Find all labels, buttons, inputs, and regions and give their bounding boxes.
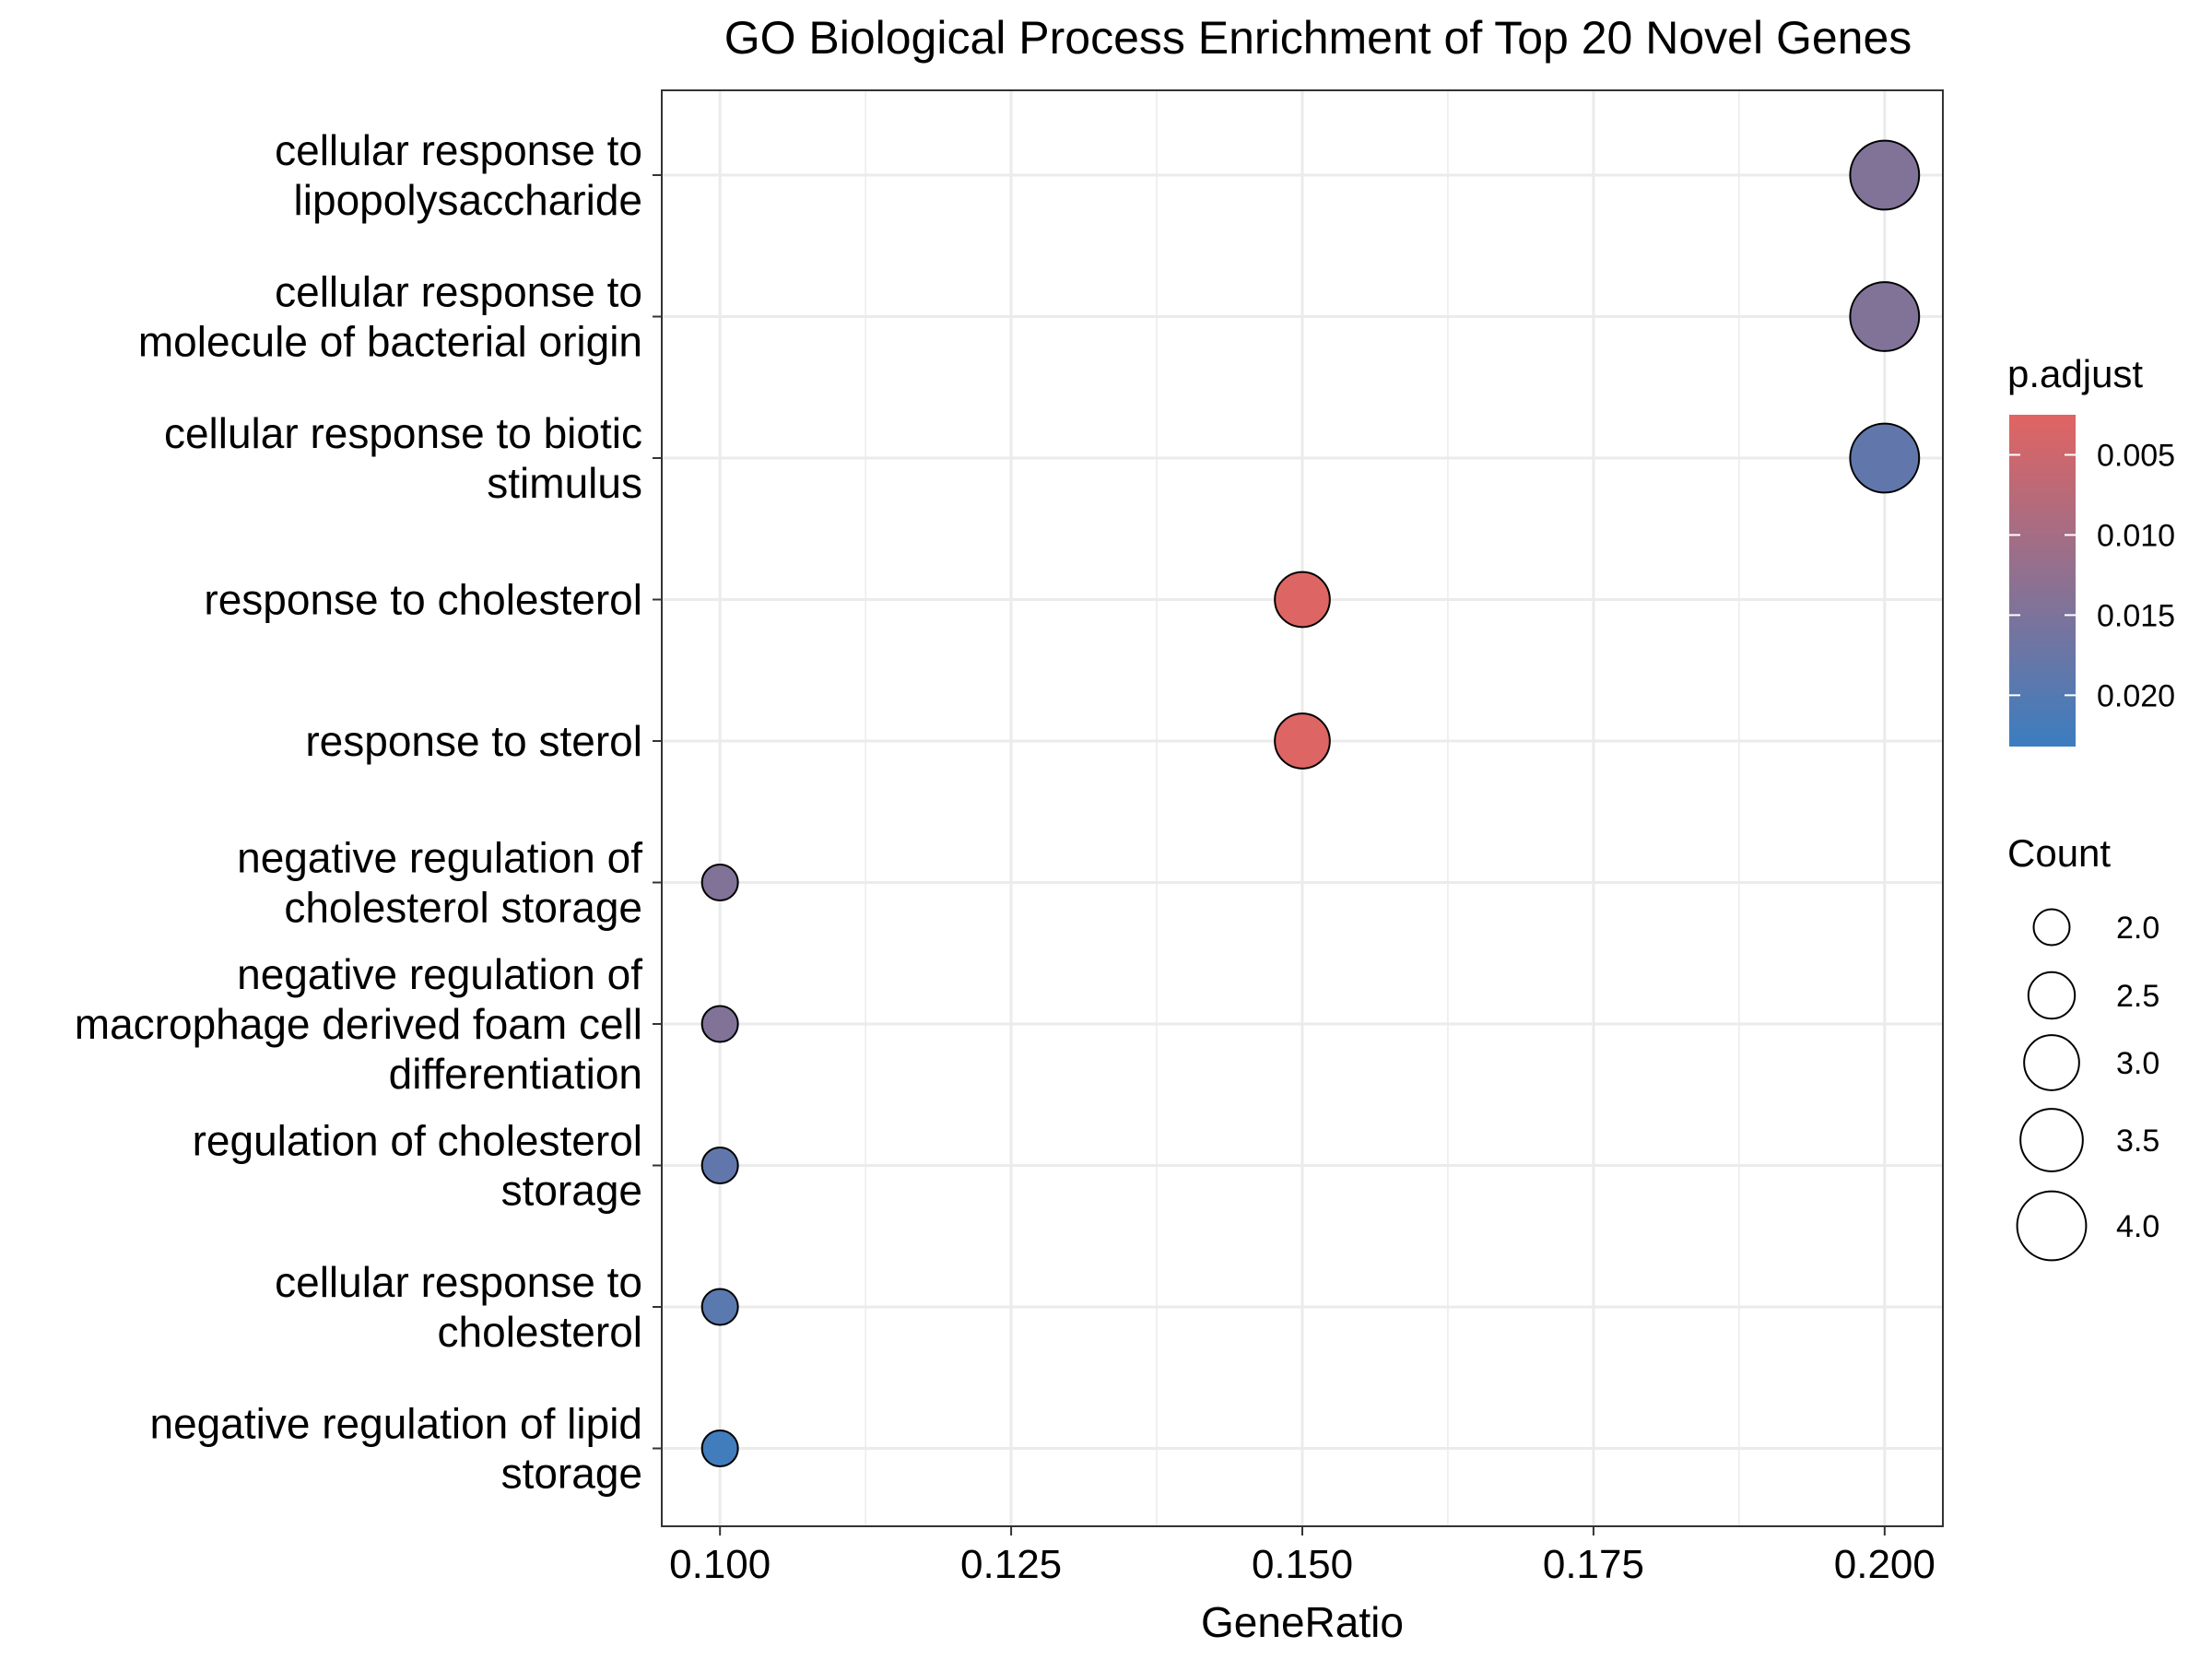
size-legend-circle <box>2023 1034 2080 1091</box>
x-tick-label: 0.200 <box>1834 1542 1936 1587</box>
y-tick-label: response to cholesterol <box>204 576 642 624</box>
size-legend-circle <box>2016 1190 2088 1262</box>
y-tick-label: negative regulation of lipid storage <box>150 1400 642 1498</box>
size-legend-label: 2.0 <box>2116 911 2159 946</box>
color-legend: p.adjust 0.005 0.010 0.015 0.020 <box>2007 352 2175 747</box>
color-bar-label: 0.015 <box>2097 598 2175 633</box>
data-point <box>700 1147 739 1184</box>
data-point <box>700 1005 739 1043</box>
color-bar <box>2009 415 2076 747</box>
data-point <box>1274 571 1331 629</box>
color-bar-ticks: 0.005 0.010 0.015 0.020 <box>2009 438 2175 713</box>
data-point <box>700 1430 739 1467</box>
size-legend-circle <box>2027 971 2077 1020</box>
color-bar-label: 0.005 <box>2097 438 2175 473</box>
size-legend-label: 3.0 <box>2116 1046 2159 1081</box>
size-legend-label: 2.5 <box>2116 979 2159 1014</box>
size-legend-label: 3.5 <box>2116 1124 2159 1159</box>
chart-title: GO Biological Process Enrichment of Top … <box>724 12 1912 64</box>
y-tick-label: cellular response to molecule of bacteria… <box>138 268 642 366</box>
y-axis-labels: cellular response to lipopolysaccharide ce… <box>75 126 662 1498</box>
y-tick-label: regulation of cholesterol storage <box>193 1117 642 1215</box>
data-point <box>1849 281 1921 352</box>
size-legend: Count 2.0 2.5 3.0 3.5 4.0 <box>2007 831 2159 1262</box>
data-point <box>700 1288 739 1326</box>
size-legend-keys: 2.0 2.5 3.0 3.5 4.0 <box>2016 908 2159 1262</box>
size-legend-title: Count <box>2007 831 2111 875</box>
x-axis-title: GeneRatio <box>1201 1598 1404 1646</box>
color-legend-title: p.adjust <box>2007 352 2143 395</box>
data-point <box>1849 139 1921 211</box>
data-point <box>1274 712 1331 770</box>
color-bar-label: 0.020 <box>2097 678 2175 713</box>
y-tick-label: cellular response to cholesterol <box>275 1258 642 1356</box>
x-axis-ticks: 0.100 0.125 0.150 0.175 0.200 <box>669 1526 1936 1587</box>
x-tick-label: 0.100 <box>669 1542 771 1587</box>
size-legend-circle <box>2019 1108 2084 1172</box>
size-legend-label: 4.0 <box>2116 1209 2159 1244</box>
x-tick-label: 0.125 <box>960 1542 1062 1587</box>
y-tick-label: response to sterol <box>305 717 642 765</box>
y-tick-label: negative regulation of cholesterol storag… <box>237 834 642 932</box>
data-points <box>700 139 1921 1467</box>
x-tick-label: 0.150 <box>1252 1542 1353 1587</box>
size-legend-circle <box>2032 908 2071 947</box>
data-point <box>1849 422 1921 494</box>
data-point <box>700 864 739 901</box>
y-tick-label: negative regulation of macrophage derived… <box>75 950 642 1098</box>
y-tick-label: cellular response to biotic stimulus <box>164 409 642 507</box>
x-tick-label: 0.175 <box>1543 1542 1644 1587</box>
y-tick-label: cellular response to lipopolysaccharide <box>275 126 642 224</box>
color-bar-label: 0.010 <box>2097 518 2175 553</box>
